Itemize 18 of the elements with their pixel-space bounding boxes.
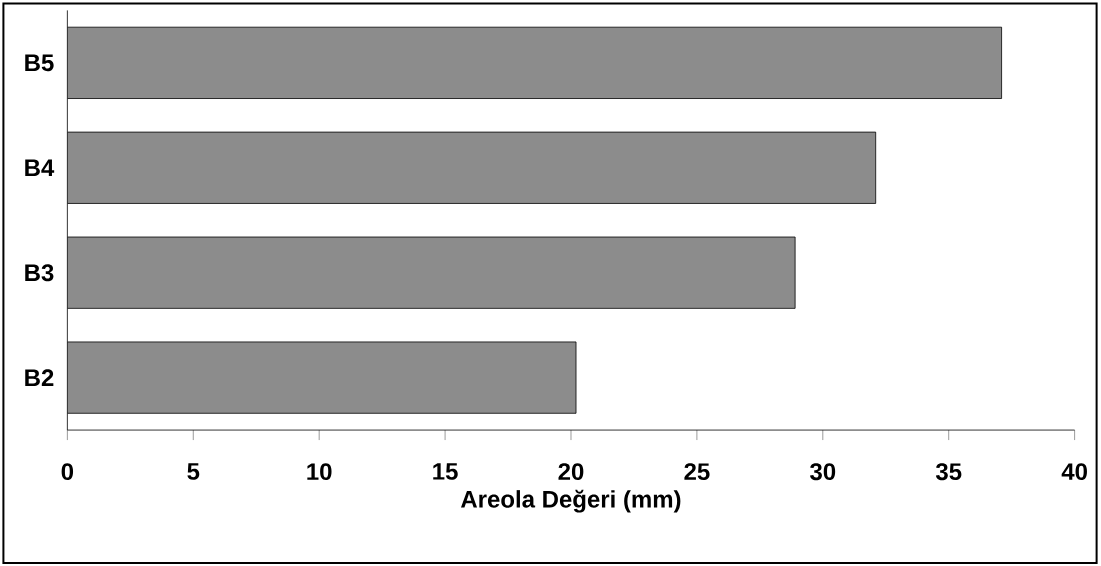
y-tick-label: B3 (25, 264, 54, 282)
x-tick-label: 25 (684, 462, 710, 480)
y-tick-label: B4 (25, 159, 55, 176)
x-tick-label: 35 (935, 462, 962, 480)
x-tick-label: 40 (1061, 462, 1087, 480)
y-tick-label: B2 (25, 369, 54, 386)
bar (67, 236, 796, 309)
x-tick-label: 30 (810, 462, 836, 480)
bar (67, 131, 877, 204)
bar (67, 26, 1002, 99)
x-tick-label: 20 (558, 462, 584, 480)
bar (67, 341, 577, 414)
x-axis-title: Areola Değeri (mm) (460, 489, 681, 513)
x-tick-label: 5 (187, 462, 200, 480)
x-tick-label: 10 (307, 462, 332, 480)
x-tick-label: 0 (61, 462, 74, 480)
y-tick-label: B5 (25, 54, 54, 72)
x-tick-label: 15 (433, 462, 458, 480)
